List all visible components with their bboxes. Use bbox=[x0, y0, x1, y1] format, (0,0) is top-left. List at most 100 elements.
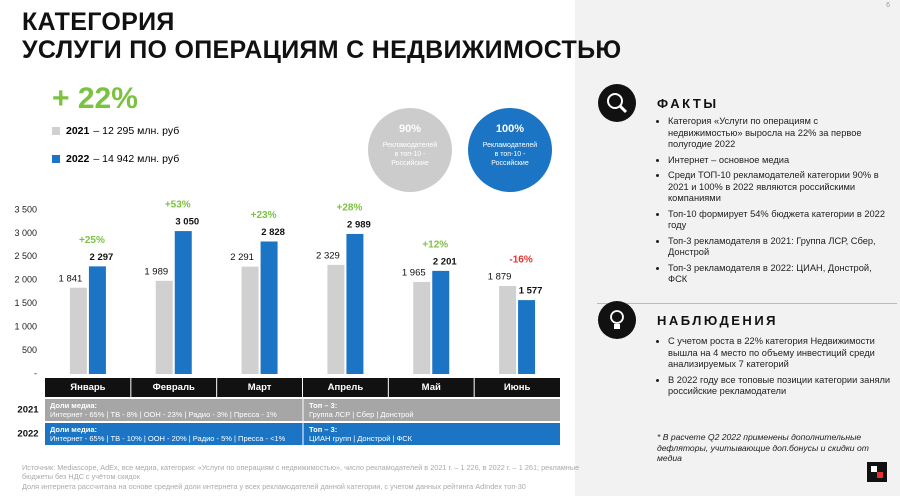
bar bbox=[499, 285, 517, 374]
footer-line: Доля интернета рассчитана на основе сред… bbox=[22, 482, 526, 491]
value-label: 1 879 bbox=[488, 271, 512, 282]
y-tick-label: 3 500 bbox=[14, 204, 37, 214]
value-label: 1 965 bbox=[402, 267, 426, 278]
x-tick-label: Январь bbox=[70, 382, 105, 393]
bullet: С учетом роста в 22% категория Недвижимо… bbox=[668, 336, 893, 371]
page-number: 6 bbox=[886, 2, 890, 9]
cell-text: Интернет - 65% | ТВ - 8% | ООН - 23% | Р… bbox=[50, 410, 277, 419]
bar bbox=[346, 233, 364, 374]
circle-text: Рекламодателей в топ-10 - Российские bbox=[382, 142, 438, 167]
cell-title: Доли медиа: bbox=[50, 425, 98, 434]
value-label: 2 291 bbox=[230, 252, 254, 263]
cell-text: Интернет - 65% | ТВ - 10% | ООН - 20% | … bbox=[50, 434, 286, 443]
bar bbox=[260, 241, 278, 374]
side-panel bbox=[575, 0, 900, 496]
circle-value: 90% bbox=[398, 123, 422, 135]
value-label: 1 841 bbox=[59, 273, 83, 284]
legend-total: – 12 295 млн. руб bbox=[93, 125, 179, 137]
cell-text: Группа ЛСР | Сбер | Донстрой bbox=[309, 410, 414, 419]
value-label: 1 577 bbox=[519, 286, 543, 297]
value-label: 2 989 bbox=[347, 219, 371, 230]
legend-swatch bbox=[52, 155, 60, 163]
legend-name: 2022 bbox=[66, 153, 90, 165]
bar bbox=[413, 281, 431, 374]
cell-title: Доли медиа: bbox=[50, 401, 98, 410]
note: * В расчете Q2 2022 применены дополнител… bbox=[657, 432, 869, 463]
circle bbox=[468, 108, 552, 192]
title-line: УСЛУГИ ПО ОПЕРАЦИЯМ С НЕДВИЖИМОСТЬЮ bbox=[22, 36, 622, 64]
growth-label: +23% bbox=[251, 210, 277, 221]
y-tick-label: 1 500 bbox=[14, 298, 37, 308]
bar bbox=[174, 231, 192, 374]
bar bbox=[155, 280, 173, 374]
cell-title: Топ – 3: bbox=[309, 401, 338, 410]
value-label: 3 050 bbox=[175, 217, 199, 228]
bar bbox=[69, 287, 87, 374]
bullet: Топ-3 рекламодателя в 2022: ЦИАН, Донстр… bbox=[668, 263, 893, 286]
x-tick-label: Февраль bbox=[153, 382, 195, 393]
legend-swatch bbox=[52, 127, 60, 135]
bullet: Интернет – основное медиа bbox=[668, 155, 893, 167]
bar bbox=[432, 270, 450, 374]
legend-label: 2021– 12 295 млн. руб bbox=[66, 125, 179, 137]
value-label: 2 297 bbox=[90, 252, 114, 263]
facts-list: Категория «Услуги по операциям с недвижи… bbox=[656, 116, 893, 290]
table-cell: Топ – 3: Группа ЛСР | Сбер | Донстрой bbox=[309, 401, 414, 419]
bar bbox=[241, 266, 259, 374]
logo bbox=[867, 462, 887, 482]
table-year: 2021 bbox=[17, 405, 39, 416]
bar bbox=[327, 264, 345, 374]
y-tick-label: 2 500 bbox=[14, 251, 37, 261]
observations-list: С учетом роста в 22% категория Недвижимо… bbox=[656, 336, 893, 402]
table-cell: Топ – 3: ЦИАН групп | Донстрой | ФСК bbox=[309, 425, 412, 443]
legend-name: 2021 bbox=[66, 125, 90, 137]
y-tick-label: - bbox=[34, 368, 37, 378]
growth-label: +25% bbox=[79, 235, 105, 246]
value-label: 1 989 bbox=[144, 266, 168, 277]
table-cell: Доли медиа: Интернет - 65% | ТВ - 10% | О… bbox=[50, 425, 285, 443]
bullet: Категория «Услуги по операциям с недвижи… bbox=[668, 116, 893, 151]
growth: + 22% bbox=[52, 82, 138, 115]
observations-title: НАБЛЮДЕНИЯ bbox=[657, 313, 779, 328]
title-line: КАТЕГОРИЯ bbox=[22, 8, 175, 36]
x-tick-label: Апрель bbox=[328, 382, 364, 393]
x-tick-label: Июнь bbox=[504, 382, 531, 393]
footer-line: Источник: Mediascope, AdEx, все медиа, к… bbox=[22, 463, 580, 481]
divider bbox=[597, 303, 897, 304]
growth-label: +28% bbox=[336, 203, 362, 214]
circle bbox=[368, 108, 452, 192]
bullet: Топ-3 рекламодателя в 2021: Группа ЛСР, … bbox=[668, 236, 893, 259]
table-cell: Доли медиа: Интернет - 65% | ТВ - 8% | ОО… bbox=[50, 401, 277, 419]
y-tick-label: 1 000 bbox=[14, 322, 37, 332]
circle-text: Рекламодателей в топ-10 - Российские bbox=[482, 142, 538, 167]
circle-badge bbox=[368, 108, 452, 192]
x-tick-label: Март bbox=[248, 382, 272, 393]
value-label: 2 329 bbox=[316, 250, 340, 261]
value-label: 2 201 bbox=[433, 256, 457, 267]
y-tick-label: 500 bbox=[22, 345, 37, 355]
growth-label: +12% bbox=[422, 240, 448, 251]
table-year: 2022 bbox=[17, 429, 38, 440]
cell-text: ЦИАН групп | Донстрой | ФСК bbox=[309, 434, 413, 443]
bar bbox=[518, 300, 536, 374]
facts-title: ФАКТЫ bbox=[657, 96, 719, 111]
bullet: Топ-10 формирует 54% бюджета категории в… bbox=[668, 209, 893, 232]
y-tick-label: 3 000 bbox=[14, 228, 37, 238]
x-tick-label: Май bbox=[422, 382, 441, 393]
bullet: Среди ТОП-10 рекламодателей категории 90… bbox=[668, 170, 893, 205]
legend-total: – 14 942 млн. руб bbox=[93, 153, 179, 165]
bullet: В 2022 году все топовые позиции категори… bbox=[668, 375, 893, 398]
bar bbox=[88, 266, 106, 374]
circle-badge bbox=[468, 108, 552, 192]
observations-icon bbox=[598, 301, 636, 339]
y-tick-label: 2 000 bbox=[14, 275, 37, 285]
cell-title: Топ – 3: bbox=[309, 425, 338, 434]
legend-label: 2022– 14 942 млн. руб bbox=[66, 153, 179, 165]
value-label: 2 828 bbox=[261, 227, 285, 238]
facts-icon bbox=[598, 84, 636, 122]
circle-value: 100% bbox=[495, 123, 525, 135]
growth-label: -16% bbox=[509, 255, 532, 266]
growth-label: +53% bbox=[165, 200, 191, 211]
